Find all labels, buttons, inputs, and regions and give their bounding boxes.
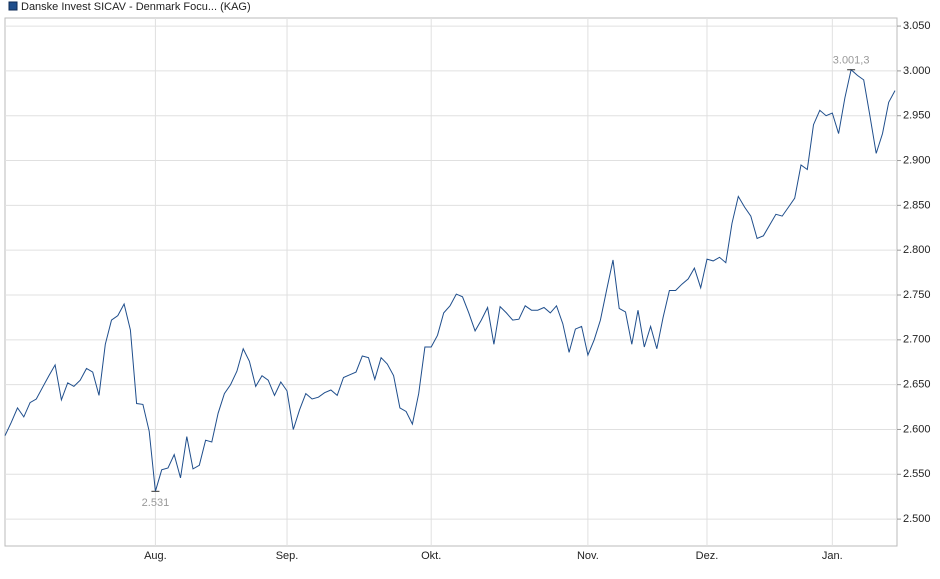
y-tick-label: 2.800 xyxy=(903,244,931,256)
y-tick-label: 2.700 xyxy=(903,334,931,346)
plot-frame xyxy=(4,17,898,547)
x-tick-label: Aug. xyxy=(144,550,167,562)
y-tick-label: 2.850 xyxy=(903,199,931,211)
y-tick-label: 2.650 xyxy=(903,379,931,391)
x-tick-label: Nov. xyxy=(577,550,599,562)
x-tick-label: Okt. xyxy=(421,550,441,562)
line-series xyxy=(4,68,896,492)
extreme-label: 2.531 xyxy=(142,497,170,509)
y-tick-label: 2.500 xyxy=(903,513,931,525)
legend-label: Danske Invest SICAV - Denmark Focu... (K… xyxy=(21,1,251,13)
y-tick-label: 2.550 xyxy=(903,468,931,480)
y-tick-label: 2.950 xyxy=(903,110,931,122)
x-tick-label: Sep. xyxy=(276,550,299,562)
y-tick-label: 2.750 xyxy=(903,289,931,301)
y-tick-label: 3.000 xyxy=(903,65,931,77)
extreme-label: 3.001,3 xyxy=(833,55,870,67)
y-tick-label: 2.900 xyxy=(903,154,931,166)
y-tick-label: 3.050 xyxy=(903,20,931,32)
x-tick-label: Jan. xyxy=(822,550,843,562)
legend-swatch xyxy=(8,1,18,11)
y-tick-label: 2.600 xyxy=(903,423,931,435)
x-tick-label: Dez. xyxy=(696,550,719,562)
